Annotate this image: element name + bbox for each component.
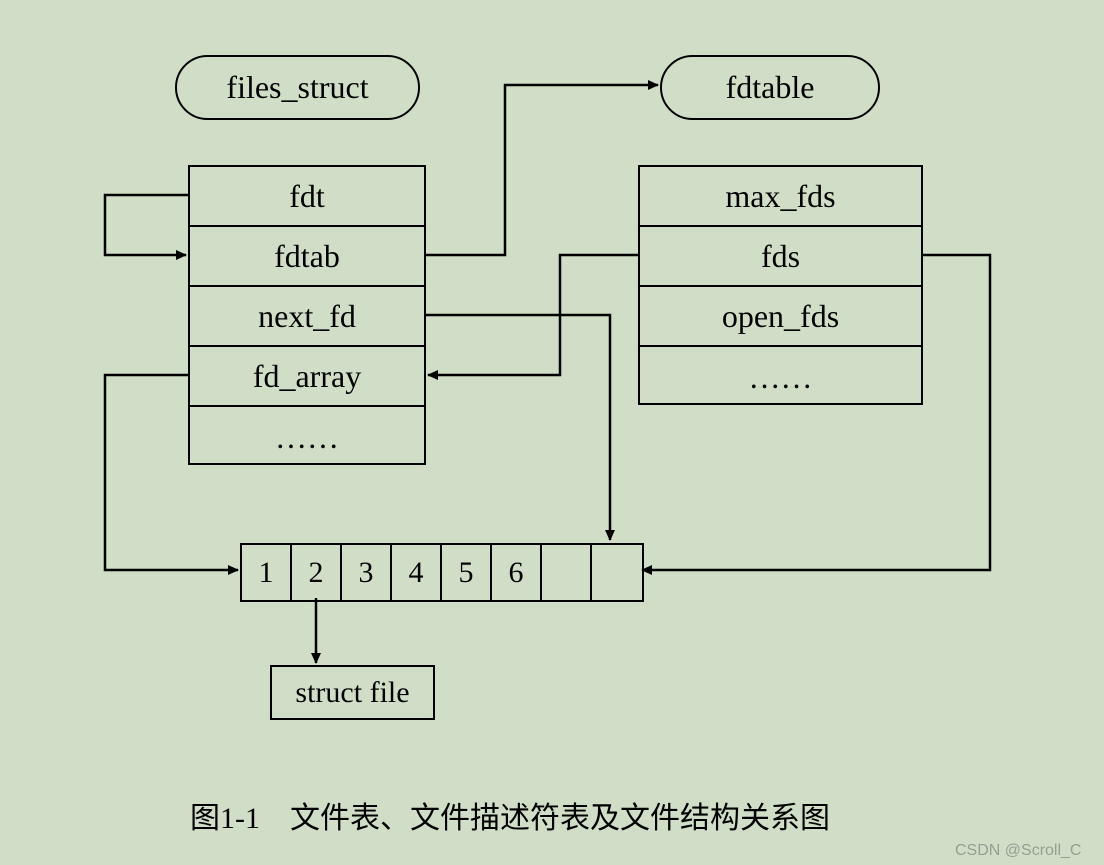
figure-caption-text: 图1-1 文件表、文件描述符表及文件结构关系图 <box>190 802 830 835</box>
row-fdt: fdt <box>190 167 424 227</box>
row-next-fd-label: next_fd <box>258 298 356 335</box>
array-cell-3-label: 3 <box>359 556 374 590</box>
watermark-text: CSDN @Scroll_C <box>955 842 1081 859</box>
arrows-layer <box>0 0 1104 865</box>
pill-files-struct-label: files_struct <box>226 69 368 106</box>
array-cell-8 <box>592 545 642 600</box>
array-cell-5-label: 5 <box>459 556 474 590</box>
row-open-fds-label: open_fds <box>722 298 839 335</box>
row-fdtab-label: fdtab <box>274 238 340 275</box>
row-max-fds: max_fds <box>640 167 921 227</box>
row-open-fds: open_fds <box>640 287 921 347</box>
pill-fdtable-label: fdtable <box>726 69 815 106</box>
row-next-fd: next_fd <box>190 287 424 347</box>
array-cell-4-label: 4 <box>409 556 424 590</box>
row-fdt-label: fdt <box>289 178 325 215</box>
figure-caption: 图1-1 文件表、文件描述符表及文件结构关系图 <box>190 793 830 837</box>
struct-file-label: struct file <box>295 676 409 710</box>
array-cell-2: 2 <box>292 545 342 600</box>
arrow-fdtab-to-fdtable <box>426 85 658 255</box>
row-fds: fds <box>640 227 921 287</box>
array-cell-1: 1 <box>242 545 292 600</box>
array-cell-1-label: 1 <box>259 556 274 590</box>
pill-fdtable: fdtable <box>660 55 880 120</box>
array-cell-2-label: 2 <box>309 556 324 590</box>
row-right-more: …… <box>640 347 921 407</box>
arrow-fdt-loop <box>105 195 188 255</box>
array-cell-7 <box>542 545 592 600</box>
struct-fdtable: max_fds fds open_fds …… <box>638 165 923 405</box>
pill-files-struct: files_struct <box>175 55 420 120</box>
watermark: CSDN @Scroll_C <box>955 842 1081 860</box>
struct-file-box: struct file <box>270 665 435 720</box>
row-left-more: …… <box>190 407 424 467</box>
row-fd-array-label: fd_array <box>253 358 361 395</box>
row-max-fds-label: max_fds <box>725 178 835 215</box>
array-cell-3: 3 <box>342 545 392 600</box>
arrow-fds-to-fdarray <box>428 255 638 375</box>
array-cell-5: 5 <box>442 545 492 600</box>
row-fdtab: fdtab <box>190 227 424 287</box>
array-cell-6: 6 <box>492 545 542 600</box>
struct-files-struct: fdt fdtab next_fd fd_array …… <box>188 165 426 465</box>
arrow-nextfd-to-array <box>426 315 610 540</box>
array-cell-4: 4 <box>392 545 442 600</box>
fd-array: 1 2 3 4 5 6 <box>240 543 644 602</box>
row-right-more-label: …… <box>749 359 813 396</box>
row-fds-label: fds <box>761 238 800 275</box>
array-cell-6-label: 6 <box>509 556 524 590</box>
row-fd-array: fd_array <box>190 347 424 407</box>
row-left-more-label: …… <box>275 419 339 456</box>
